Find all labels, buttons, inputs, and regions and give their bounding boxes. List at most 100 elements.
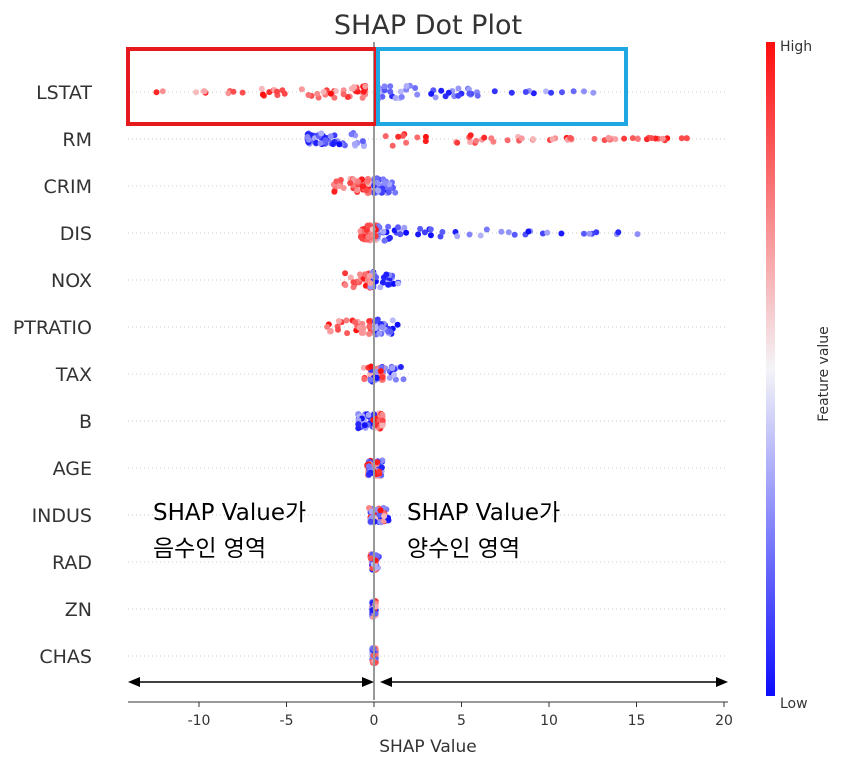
shap-dot (389, 365, 396, 371)
shap-dot (445, 89, 452, 96)
shap-dot (414, 134, 421, 141)
shap-dot (361, 422, 368, 429)
shap-dot (387, 328, 394, 335)
shap-dot (387, 83, 394, 90)
feature-label: CRIM (44, 176, 92, 198)
shap-dot (395, 224, 401, 231)
shap-dot (366, 272, 373, 279)
shap-dot (200, 88, 207, 95)
shap-dot (395, 280, 402, 287)
shap-dot (344, 330, 351, 337)
x-tick-label: 20 (715, 713, 733, 729)
shap-dot (343, 317, 350, 324)
shap-dot (381, 83, 388, 90)
shap-dot (437, 233, 444, 240)
shap-dot (377, 368, 384, 375)
shap-dot (159, 88, 166, 95)
shap-dot (317, 140, 324, 147)
shap-dot (360, 143, 367, 150)
shap-dot (401, 224, 408, 231)
feature-label: RAD (52, 552, 92, 574)
shap-dot (314, 90, 321, 97)
shap-dot (508, 89, 515, 96)
shap-dot (374, 179, 381, 186)
x-tick-label: 5 (457, 713, 466, 729)
shap-dot (364, 222, 371, 229)
shap-dot (427, 226, 434, 233)
shap-dot (335, 326, 341, 333)
shap-dot (377, 507, 384, 514)
shap-dot (403, 229, 410, 236)
shap-dot (488, 135, 495, 142)
x-tick-label: -10 (188, 713, 211, 729)
feature-label: NOX (51, 270, 92, 292)
shap-dot (385, 223, 392, 230)
shap-dot (648, 135, 655, 142)
shap-dot (342, 270, 349, 277)
shap-dot (567, 134, 574, 141)
shap-dot (543, 88, 549, 95)
shap-dot (629, 135, 636, 142)
positive-arrow (380, 677, 728, 687)
shap-dot (367, 555, 374, 562)
shap-dot (643, 136, 650, 143)
feature-label: TAX (55, 364, 92, 386)
shap-dot (381, 237, 388, 244)
shap-dot (347, 180, 354, 186)
shap-dot (305, 136, 312, 143)
shap-dot (400, 376, 407, 383)
shap-dot (559, 89, 565, 96)
shap-dot (530, 90, 537, 97)
shap-dot (683, 135, 690, 142)
shap-dot (394, 321, 401, 328)
shap-dot (387, 234, 393, 241)
shap-dot (398, 94, 405, 100)
shap-dot (474, 92, 481, 99)
x-axis-label: SHAP Value (379, 737, 477, 757)
shap-dot (367, 376, 374, 383)
x-axis-ticks: -10 -5 0 5 10 15 20 (188, 702, 733, 729)
shap-dot (360, 325, 367, 332)
shap-dot (367, 518, 374, 525)
shap-dot (376, 468, 383, 475)
shap-dot (395, 133, 402, 140)
shap-dot (432, 94, 439, 101)
shap-dot (403, 83, 410, 89)
shap-dot (230, 88, 237, 95)
feature-label: ZN (65, 599, 92, 621)
shap-dot (382, 179, 388, 186)
colorbar-low-label: Low (780, 696, 808, 712)
shap-dot (389, 142, 396, 149)
feature-label: CHAS (39, 646, 92, 668)
shap-dot (467, 132, 474, 139)
shap-dot (377, 284, 384, 291)
shap-dot (615, 229, 622, 236)
shap-dot (367, 280, 374, 287)
shap-dot (403, 139, 410, 146)
shap-dot (360, 88, 367, 95)
shap-dot (422, 133, 429, 140)
shap-dot (350, 279, 357, 286)
shap-dot (335, 318, 342, 324)
shap-dot (477, 232, 484, 239)
shap-dot (379, 411, 386, 418)
shap-dot (454, 233, 461, 240)
shap-dot (359, 183, 366, 190)
shap-dot (355, 178, 361, 185)
shap-dot (363, 187, 370, 194)
shap-dot (417, 225, 424, 232)
shap-dot (373, 552, 380, 559)
shap-dot (354, 187, 361, 194)
shap-dot (376, 511, 383, 518)
shap-dot (378, 324, 385, 331)
negative-annotation-line1: SHAP Value가 (153, 500, 306, 526)
shap-dot (359, 138, 366, 145)
shap-dot (193, 89, 200, 96)
shap-dot (327, 133, 334, 140)
colorbar-title: Feature value (816, 326, 832, 422)
shap-dot (382, 133, 389, 140)
shap-dot (313, 139, 320, 146)
shap-dot (659, 135, 666, 142)
shap-dot (357, 233, 364, 240)
shap-dot (380, 228, 387, 235)
